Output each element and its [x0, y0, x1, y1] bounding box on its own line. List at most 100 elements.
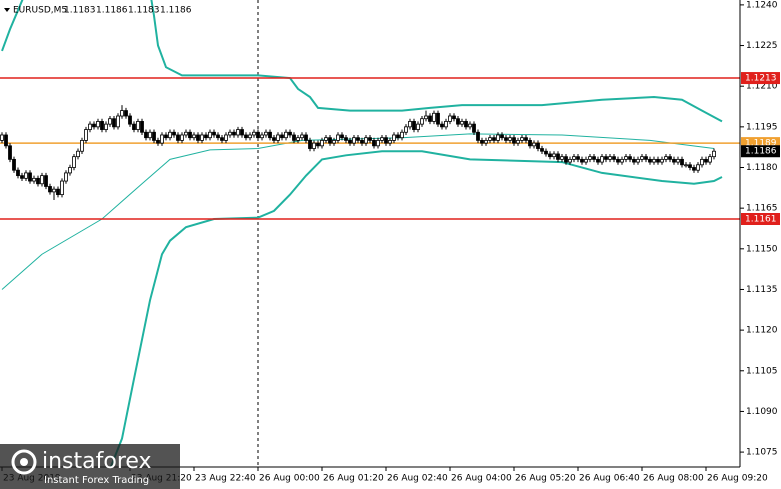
candle-body	[360, 139, 364, 144]
candle-body	[632, 158, 636, 163]
candle-body	[432, 112, 436, 122]
candle-body	[136, 121, 140, 130]
candle-body	[300, 134, 304, 139]
candle-body	[592, 156, 596, 160]
indicator-line	[150, 0, 723, 123]
candle-body	[36, 177, 40, 185]
candle-body	[672, 158, 676, 163]
candle-body	[652, 158, 656, 163]
candle-body	[708, 156, 712, 163]
candle-body	[204, 134, 208, 139]
level-label: 1.1213	[745, 74, 777, 84]
candle-body	[328, 137, 332, 144]
candle-body	[52, 188, 56, 193]
candle-body	[332, 139, 336, 144]
candle-body	[684, 164, 688, 167]
candle-body	[428, 115, 432, 122]
candle-body	[368, 137, 372, 141]
candle-body	[392, 134, 396, 141]
candle-body	[556, 153, 560, 160]
candle-body	[416, 123, 420, 130]
candle-body	[508, 137, 512, 141]
candle-body	[172, 131, 176, 136]
symbol: EURUSD,M5	[13, 6, 67, 16]
candle-body	[124, 110, 128, 117]
y-tick-label: 1.1105	[746, 366, 778, 376]
candle-body	[700, 158, 704, 166]
candle-body	[196, 134, 200, 141]
candle-body	[160, 134, 164, 144]
candle-body	[676, 158, 680, 163]
candle-body	[348, 139, 352, 144]
y-tick-label: 1.1180	[746, 163, 778, 173]
y-tick-label: 1.1090	[746, 407, 778, 417]
candle-body	[532, 142, 536, 147]
candle-body	[104, 123, 108, 130]
candle-body	[128, 115, 132, 125]
candle-body	[68, 167, 72, 174]
level-label: 1.1189	[745, 139, 777, 149]
watermark-logo-dot	[20, 458, 28, 466]
header-triangle	[4, 8, 10, 12]
candle-body	[200, 134, 204, 141]
candle-body	[164, 134, 168, 139]
candle-body	[448, 115, 452, 122]
candle-body	[304, 134, 308, 141]
candle-body	[680, 158, 684, 166]
candle-body	[488, 137, 492, 141]
candle-body	[212, 131, 216, 136]
candle-body	[88, 123, 92, 130]
candle-body	[272, 137, 276, 141]
candle-body	[132, 123, 136, 130]
candle-body	[536, 142, 540, 149]
candle-body	[168, 131, 172, 139]
candle-body	[636, 158, 640, 163]
candle-body	[184, 131, 188, 136]
candle-body	[612, 156, 616, 160]
level-label: 1.1161	[745, 214, 777, 224]
candle-body	[572, 156, 576, 160]
header-low: 1.1183	[128, 6, 160, 16]
candle-body	[408, 121, 412, 128]
candle-body	[252, 131, 256, 136]
indicator-line	[1, 0, 24, 52]
candle-body	[484, 139, 488, 144]
y-tick-label: 1.1075	[746, 448, 778, 458]
x-tick-label: 26 Aug 08:00	[643, 474, 704, 484]
candle-body	[76, 150, 80, 158]
candle-body	[344, 137, 348, 141]
x-tick-label: 26 Aug 02:40	[387, 474, 448, 484]
x-tick-label: 26 Aug 09:20	[707, 474, 768, 484]
candle-body	[436, 112, 440, 125]
header-open: 1.1183	[64, 6, 96, 16]
candle-body	[412, 121, 416, 130]
candle-body	[364, 137, 368, 144]
candle-body	[288, 131, 292, 136]
candle-body	[120, 110, 124, 117]
candle-body	[60, 180, 64, 196]
candle-body	[568, 158, 572, 163]
candle-body	[244, 134, 248, 139]
candle-body	[604, 156, 608, 160]
candle-body	[464, 121, 468, 128]
candle-body	[456, 118, 460, 125]
candle-body	[148, 131, 152, 139]
candle-body	[528, 139, 532, 147]
candle-body	[80, 139, 84, 152]
x-tick-label: 23 Aug 22:40	[195, 474, 256, 484]
candle-body	[576, 156, 580, 160]
watermark-tagline: Instant Forex Trading	[44, 475, 149, 486]
candle-body	[580, 158, 584, 163]
candle-body	[152, 131, 156, 141]
x-tick-label: 26 Aug 00:00	[259, 474, 320, 484]
candle-body	[220, 137, 224, 141]
x-tick-label: 26 Aug 06:40	[579, 474, 640, 484]
candle-body	[256, 131, 260, 139]
candle-body	[188, 131, 192, 139]
current-price-label: 1.1186	[745, 147, 777, 157]
header-high: 1.1186	[96, 6, 128, 16]
candle-body	[516, 139, 520, 144]
